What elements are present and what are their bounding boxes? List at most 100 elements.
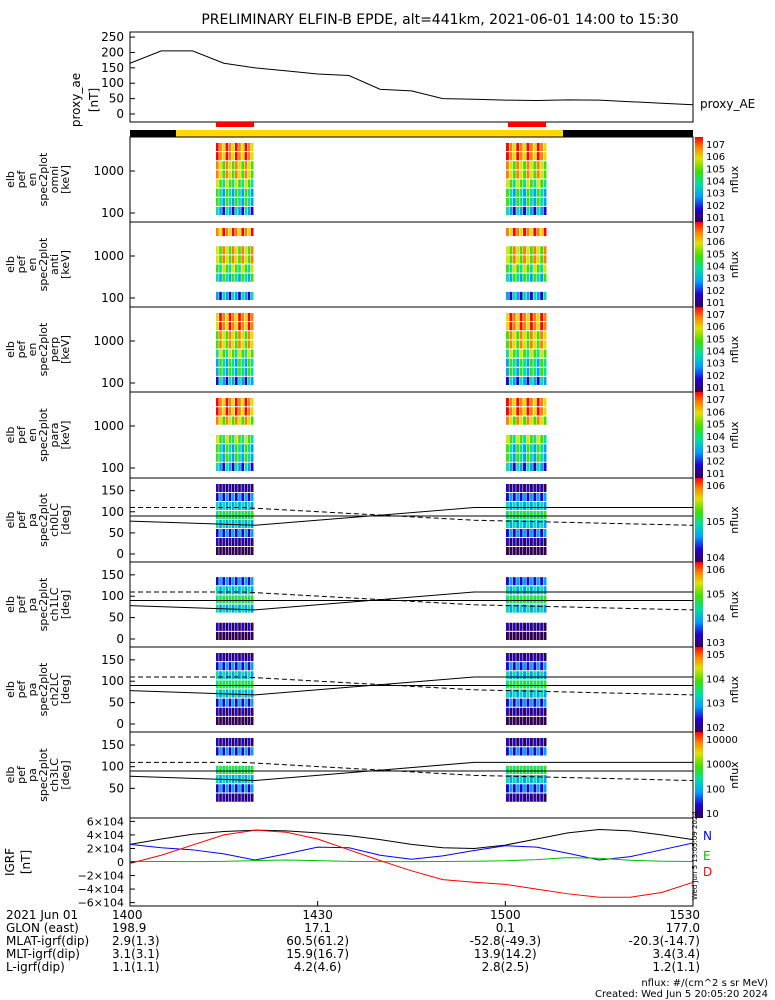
heat-cell: [516, 152, 520, 161]
heat-cell: [529, 689, 533, 698]
heat-cell: [216, 707, 219, 716]
heat-cell: [533, 407, 537, 416]
x-cell: 1.1(1.1): [112, 960, 160, 974]
heat-cell: [244, 435, 248, 444]
heat-cell: [238, 152, 241, 161]
heat-cell: [244, 595, 248, 604]
heat-cell: [540, 604, 544, 613]
heat-cell: [519, 444, 523, 453]
heat-cell: [540, 143, 544, 152]
heat-cell: [235, 689, 238, 698]
panel-ytick-label: 100: [101, 589, 124, 603]
heat-cell: [509, 538, 513, 546]
heat-cell: [519, 595, 523, 604]
heat-cell: [529, 529, 533, 537]
heat-cell: [543, 502, 547, 510]
heat-cell: [216, 188, 219, 197]
heat-cell: [250, 775, 254, 784]
heat-cell: [250, 152, 254, 161]
heat-cell: [235, 529, 238, 537]
status-red-mark-2: [508, 122, 546, 127]
heat-cell: [506, 698, 509, 707]
panel-ytick-label: 50: [109, 696, 124, 710]
heat-cell: [543, 793, 547, 802]
heat-cell: [250, 765, 254, 774]
panel-ytick-label: 100: [101, 376, 124, 390]
heat-cell: [231, 444, 235, 453]
panel-ytick-label: 150: [101, 568, 124, 582]
heat-cell: [228, 631, 232, 640]
heat-cell: [241, 453, 244, 462]
heat-cell: [228, 653, 232, 662]
heat-cell: [241, 197, 244, 206]
heat-cell: [241, 538, 244, 546]
colorbar-label: 106: [706, 152, 725, 163]
heat-cell: [509, 349, 513, 358]
heat-cell: [244, 444, 248, 453]
heat-cell: [540, 595, 544, 604]
heat-cell: [225, 376, 229, 385]
heat-cell: [516, 313, 520, 322]
heat-cell: [231, 349, 235, 358]
heat-cell: [533, 547, 537, 555]
heat-cell: [241, 188, 244, 197]
heat-cell: [536, 331, 540, 340]
heat-cell: [526, 680, 530, 689]
heat-cell: [225, 291, 229, 300]
heat-cell: [231, 586, 235, 595]
heat-cell: [516, 547, 520, 555]
heat-cell: [222, 188, 225, 197]
heat-cell: [247, 143, 251, 152]
heat-cell: [228, 707, 232, 716]
panel-ylabel: spec2plot: [37, 408, 50, 462]
colorbar-label: 104: [706, 614, 725, 625]
heat-cell: [228, 680, 232, 689]
heat-cell: [225, 416, 229, 425]
heat-cell: [509, 264, 513, 273]
panel-ylabel: spec2plot: [37, 493, 50, 547]
heat-cell: [516, 775, 520, 784]
heat-cell: [540, 161, 544, 170]
heat-cell: [512, 340, 516, 349]
heat-cell: [241, 228, 244, 237]
heat-cell: [228, 784, 232, 793]
heat-cell: [523, 493, 526, 501]
heat-cell: [533, 349, 537, 358]
heat-cell: [536, 340, 540, 349]
heat-cell: [516, 747, 520, 756]
panel-ytick-label: 1000: [93, 419, 124, 433]
heat-cell: [523, 547, 526, 555]
heat-cell: [536, 273, 540, 282]
heat-cell: [238, 313, 241, 322]
heat-cell: [228, 622, 232, 631]
heat-cell: [543, 331, 547, 340]
heat-cell: [519, 188, 523, 197]
heat-cell: [219, 595, 222, 604]
heat-cell: [516, 577, 520, 586]
heat-cell: [512, 707, 516, 716]
heat-cell: [244, 689, 248, 698]
heat-cell: [225, 340, 229, 349]
heat-cell: [216, 462, 219, 471]
igrf-ytick-label: 6×104: [87, 815, 124, 828]
heat-cell: [516, 416, 520, 425]
colorbar-label: 104: [706, 347, 725, 358]
heat-cell: [247, 520, 251, 528]
heat-cell: [222, 340, 225, 349]
heat-cell: [536, 313, 540, 322]
colorbar: [695, 307, 703, 392]
panel-frame: [129, 646, 694, 733]
heat-cell: [543, 698, 547, 707]
heat-cell: [529, 407, 533, 416]
heat-cell: [543, 747, 547, 756]
heat-cell: [512, 331, 516, 340]
heat-cell: [512, 689, 516, 698]
heat-cell: [228, 716, 232, 725]
heat-cell: [533, 398, 537, 407]
heat-cell: [523, 622, 526, 631]
heat-cell: [512, 604, 516, 613]
heat-cell: [506, 170, 509, 179]
heat-cell: [519, 520, 523, 528]
heat-cell: [543, 206, 547, 215]
